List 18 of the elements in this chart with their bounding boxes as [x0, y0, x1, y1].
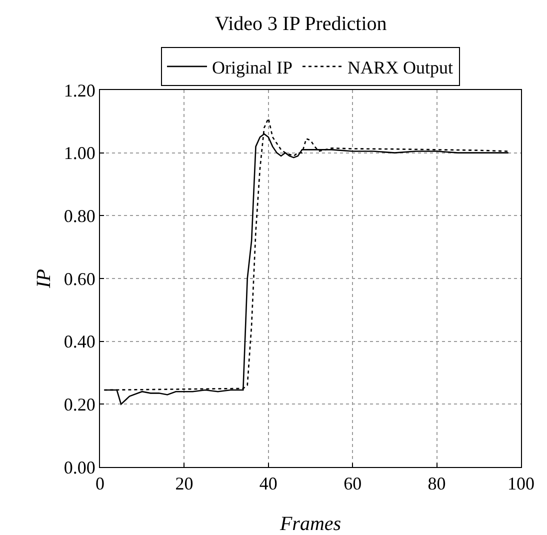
y-tick-label: 0.60: [64, 268, 96, 289]
x-tick-label: 80: [428, 474, 446, 494]
x-tick-label: 100: [508, 474, 534, 494]
x-tick-label: 60: [344, 474, 362, 494]
y-tick-label: 0.80: [64, 206, 96, 226]
x-tick-label: 0: [96, 474, 104, 494]
y-tick-label: 1.00: [64, 143, 96, 164]
y-tick-label: 0.00: [64, 457, 96, 478]
x-tick-label: 40: [259, 474, 278, 494]
chart-title: Video 3 IP Prediction: [214, 13, 387, 36]
y-tick-label: 1.20: [64, 80, 96, 100]
y-axis-title: IP: [33, 269, 55, 289]
legend-label: NARX Output: [348, 57, 454, 78]
y-tick-label: 0.20: [64, 394, 96, 414]
x-axis-title: Frames: [278, 513, 342, 535]
legend-label: Original IP: [212, 57, 292, 78]
y-tick-label: 0.40: [64, 332, 96, 352]
x-tick-label: 20: [175, 474, 194, 494]
